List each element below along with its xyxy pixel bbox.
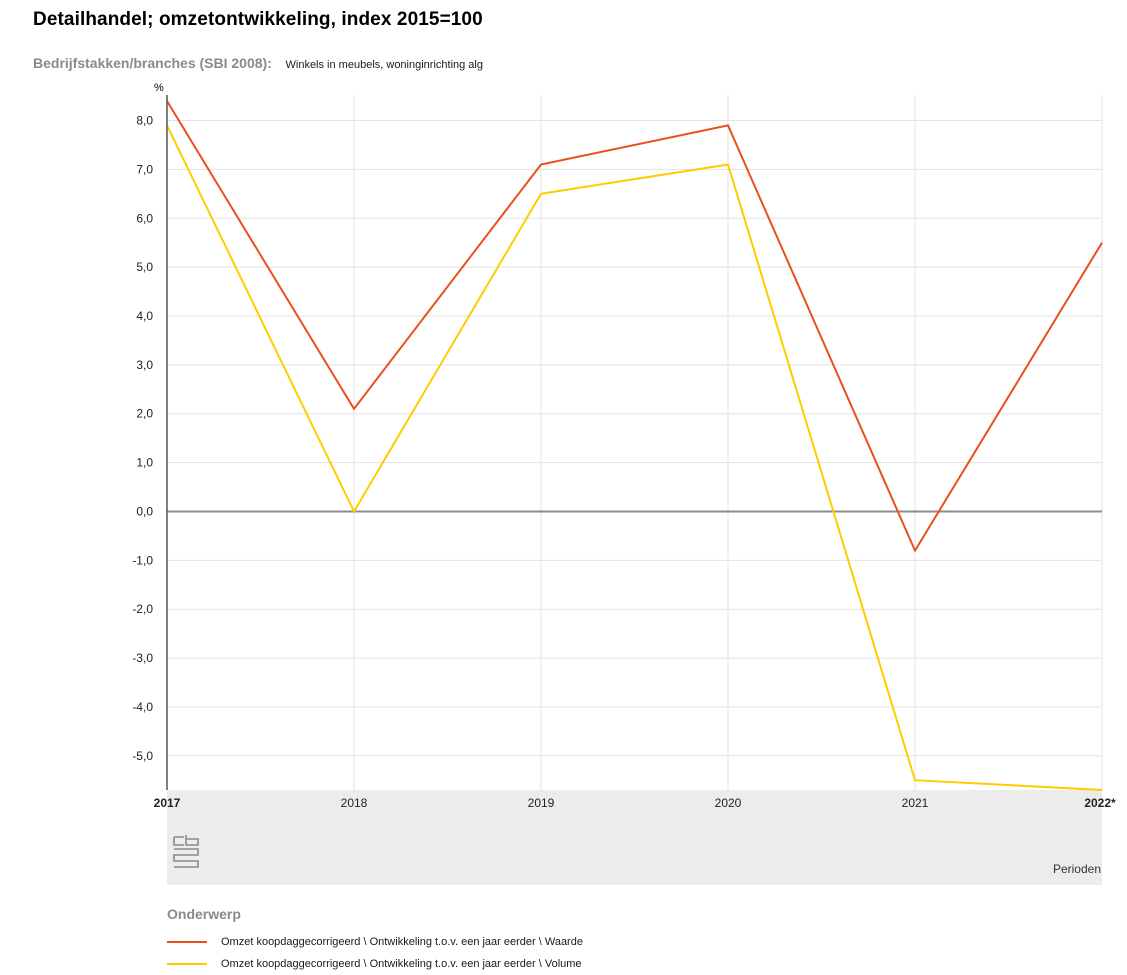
filter-row: Bedrijfstakken/branches (SBI 2008): Wink… (33, 55, 483, 71)
legend-swatch-waarde (167, 941, 207, 943)
line-chart: 8,0 7,0 6,0 5,0 4,0 3,0 2,0 1,0 0,0 -1,0 -2,0 -3,0 -… (132, 82, 1116, 885)
y-tick-label: 6,0 (136, 211, 153, 225)
gridlines (167, 95, 1103, 790)
series-lines (166, 100, 1103, 791)
series-line-volume (166, 124, 1103, 791)
y-tick-label: 7,0 (136, 162, 153, 176)
x-tick-label: 2017 (154, 796, 181, 810)
y-tick-label: 4,0 (136, 309, 153, 323)
legend-title: Onderwerp (167, 906, 241, 922)
x-tick-label: 2019 (528, 796, 555, 810)
filter-value[interactable]: Winkels in meubels, woninginrichting alg (285, 59, 483, 71)
y-tick-label: 3,0 (136, 358, 153, 372)
y-tick-label: 1,0 (136, 456, 153, 470)
legend-label-waarde: Omzet koopdaggecorrigeerd \ Ontwikkeling… (221, 936, 583, 948)
y-tick-label: -2,0 (132, 602, 153, 616)
legend-item-volume[interactable]: Omzet koopdaggecorrigeerd \ Ontwikkeling… (167, 953, 583, 975)
y-axis-unit: % (154, 82, 164, 94)
y-tick-label: 2,0 (136, 407, 153, 421)
filter-label: Bedrijfstakken/branches (SBI 2008): (33, 55, 272, 71)
tick-labels: 8,0 7,0 6,0 5,0 4,0 3,0 2,0 1,0 0,0 -1,0 -2,0 -3,0 -… (132, 114, 1116, 810)
x-tick-label: 2022* (1084, 796, 1116, 810)
y-tick-label: 8,0 (136, 114, 153, 128)
legend-swatch-volume (167, 963, 207, 965)
legend-label-volume: Omzet koopdaggecorrigeerd \ Ontwikkeling… (221, 958, 582, 970)
cbs-logo-icon (173, 835, 199, 868)
x-axis-title: Perioden (1053, 862, 1101, 876)
x-axis-band (167, 790, 1102, 885)
x-tick-label: 2021 (902, 796, 929, 810)
y-tick-label: -5,0 (132, 749, 153, 763)
x-tick-label: 2020 (715, 796, 742, 810)
chart-title: Detailhandel; omzetontwikkeling, index 2… (33, 9, 483, 30)
legend: Onderwerp Omzet koopdaggecorrigeerd \ On… (167, 906, 583, 975)
y-tick-label: -1,0 (132, 553, 153, 567)
y-tick-label: -4,0 (132, 700, 153, 714)
x-tick-label: 2018 (341, 796, 368, 810)
y-tick-label: 5,0 (136, 260, 153, 274)
y-tick-label: -3,0 (132, 651, 153, 665)
series-line-waarde (166, 100, 1103, 553)
legend-item-waarde[interactable]: Omzet koopdaggecorrigeerd \ Ontwikkeling… (167, 931, 583, 953)
y-tick-label: 0,0 (136, 504, 153, 518)
